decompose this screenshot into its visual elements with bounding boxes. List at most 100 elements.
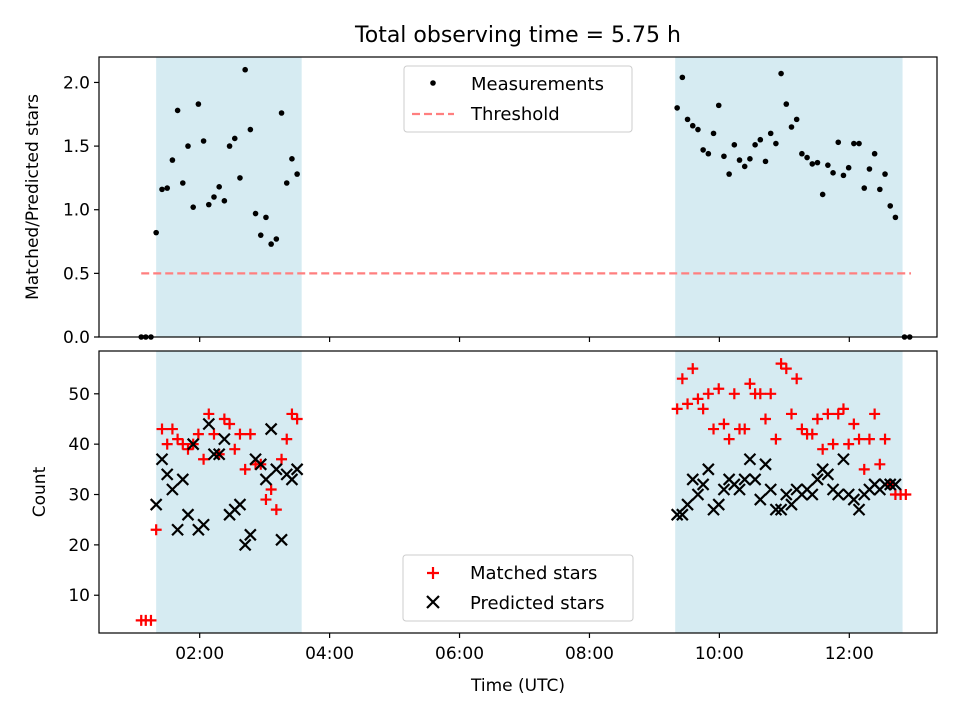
matched-star-point: [822, 408, 834, 420]
matched-star-point: [229, 443, 241, 455]
matched-star-point: [832, 408, 844, 420]
measurement-point: [747, 156, 753, 162]
measurement-point: [825, 162, 831, 168]
measurement-point: [283, 180, 290, 186]
bottom-y-axis-label: Count: [30, 466, 50, 517]
y-tick-label: 1.5: [63, 137, 90, 157]
measurement-point: [809, 161, 816, 167]
matched-star-point: [718, 418, 730, 430]
measurement-point: [205, 201, 212, 208]
measurement-point: [773, 140, 779, 147]
predicted-star-point: [764, 483, 777, 496]
predicted-star-point: [233, 498, 247, 511]
matched-star-point: [177, 438, 189, 450]
predicted-star-point: [889, 478, 902, 491]
matched-star-point: [224, 418, 236, 430]
y-tick-label: 0.0: [63, 328, 90, 348]
predicted-star-point: [837, 452, 850, 466]
matched-star-point: [760, 413, 772, 425]
y-tick-label: 1.0: [63, 201, 90, 221]
predicted-star-point: [244, 528, 257, 542]
predicted-star-point: [774, 503, 788, 516]
legend-measurements-label: Measurements: [471, 74, 604, 95]
matched-star-point: [900, 489, 912, 501]
measurement-point: [840, 172, 847, 179]
measurement-point: [263, 214, 269, 221]
predicted-star-point: [676, 508, 689, 521]
measurement-point: [851, 140, 857, 147]
predicted-star-point: [670, 508, 684, 521]
predicted-star-point: [748, 473, 762, 486]
predicted-star-point: [878, 478, 892, 491]
predicted-star-point: [149, 498, 163, 511]
measurement-point: [767, 130, 774, 137]
measurement-points: [138, 66, 913, 340]
measurement-point: [211, 194, 217, 200]
y-tick-label: 30: [68, 486, 90, 506]
matched-star-point: [702, 388, 714, 400]
predicted-star-point: [686, 473, 700, 486]
matched-star-point: [692, 393, 704, 405]
predicted-star-point: [759, 458, 772, 471]
matched-star-point: [145, 614, 157, 626]
measurement-point: [731, 142, 738, 148]
matched-star-point: [161, 438, 173, 450]
x-tick-label: 08:00: [565, 644, 614, 664]
measurement-point: [190, 204, 196, 210]
matched-star-point: [796, 423, 808, 435]
x-tick-label: 10:00: [695, 644, 744, 664]
predicted-star-point: [212, 447, 226, 461]
bottom-legend-box: [402, 554, 634, 622]
matched-star-point: [853, 433, 865, 445]
measurement-point: [153, 229, 159, 236]
measurement-point: [200, 138, 207, 144]
predicted-star-point: [852, 503, 866, 516]
matched-star-point: [827, 438, 839, 450]
measurement-point: [788, 124, 795, 130]
matched-star-point: [848, 418, 860, 430]
predicted-star-point: [831, 488, 845, 501]
top-y-axis-label: Matched/Predicted stars: [23, 94, 43, 300]
predicted-star-point: [811, 473, 824, 486]
x-tick-label: 04:00: [305, 644, 354, 664]
predicted-star-point: [805, 488, 819, 501]
matched-star-point: [765, 388, 777, 400]
matched-star-point: [676, 373, 688, 385]
matched-star-point: [775, 358, 787, 370]
measurement-point: [674, 105, 680, 111]
measurement-point: [679, 74, 686, 81]
measurement-point: [819, 191, 826, 198]
matched-star-point: [770, 433, 782, 445]
measurement-point: [736, 157, 743, 163]
predicted-star-point: [160, 468, 174, 481]
legend-matched-marker: [427, 567, 439, 579]
measurement-point: [268, 241, 274, 247]
predicted-star-point: [270, 463, 283, 476]
predicted-star-point: [691, 488, 705, 501]
matched-star-point: [260, 494, 272, 506]
measurement-point: [684, 116, 691, 123]
measurement-point: [866, 166, 873, 172]
matched-star-point: [739, 423, 751, 435]
measurement-point: [710, 130, 717, 137]
matched-star-point: [166, 423, 178, 435]
predicted-star-markers: [149, 417, 902, 552]
measurement-point: [164, 185, 171, 191]
measurement-point: [278, 110, 285, 116]
measurement-point: [242, 66, 248, 73]
matched-star-point: [687, 363, 699, 375]
measurement-point: [252, 210, 259, 217]
y-tick-label: 10: [68, 586, 90, 606]
predicted-star-point: [275, 533, 288, 547]
predicted-star-point: [207, 447, 221, 461]
bottom-legend: Matched stars Predicted stars: [402, 554, 634, 622]
shaded-interval: [156, 57, 302, 337]
predicted-star-point: [883, 478, 897, 491]
top-legend-box: [403, 65, 633, 133]
matched-star-point: [806, 428, 818, 440]
matched-star-point: [863, 433, 875, 445]
predicted-star-point: [681, 498, 694, 511]
matched-star-point: [291, 413, 303, 425]
matched-star-point: [234, 428, 246, 440]
measurement-point: [273, 236, 280, 242]
